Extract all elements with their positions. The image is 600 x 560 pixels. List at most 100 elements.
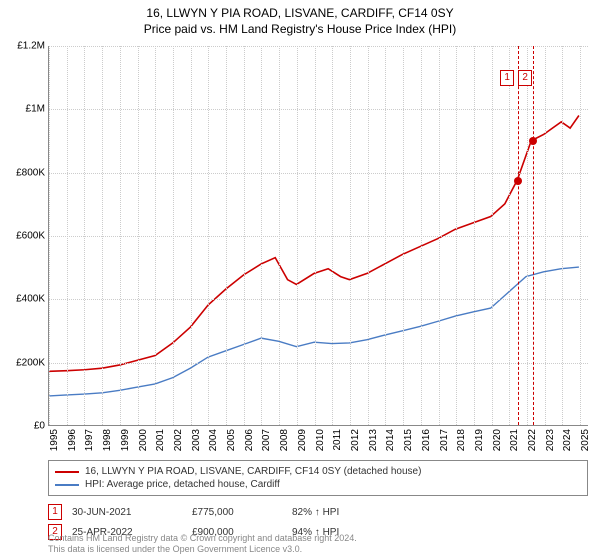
x-tick-label: 2009 [297,429,308,451]
sale-marker-line [533,46,534,425]
x-tick-label: 2008 [279,429,290,451]
v-gridline [84,46,85,425]
x-tick-label: 2011 [332,429,343,451]
v-gridline [385,46,386,425]
sale-row-date: 30-JUN-2021 [72,507,182,518]
x-tick-label: 2013 [368,429,379,451]
x-tick-label: 2001 [155,429,166,451]
sale-marker-box: 2 [518,70,532,86]
sale-row-price: £775,000 [192,507,282,518]
v-gridline [138,46,139,425]
chart-plot-area: £0£200K£400K£600K£800K£1M£1.2M1995199619… [48,46,588,426]
gridline [49,363,588,364]
footer-line1: Contains HM Land Registry data © Crown c… [48,533,357,545]
x-tick-label: 2022 [527,429,538,451]
footer-line2: This data is licensed under the Open Gov… [48,544,357,556]
x-tick-label: 2012 [350,429,361,451]
v-gridline [403,46,404,425]
sale-row: 1 30-JUN-2021 £775,000 82% ↑ HPI [48,502,588,522]
v-gridline [439,46,440,425]
x-tick-label: 2005 [226,429,237,451]
x-tick-label: 2003 [191,429,202,451]
x-tick-label: 1999 [120,429,131,451]
y-tick-label: £0 [34,421,45,432]
v-gridline [545,46,546,425]
x-tick-label: 2021 [509,429,520,451]
y-tick-label: £800K [16,167,45,178]
sale-marker-dot [514,177,522,185]
legend-row: 16, LLWYN Y PIA ROAD, LISVANE, CARDIFF, … [55,465,581,478]
x-tick-label: 2014 [385,429,396,451]
x-tick-label: 2018 [456,429,467,451]
y-tick-label: £1.2M [17,41,45,52]
v-gridline [492,46,493,425]
legend-box: 16, LLWYN Y PIA ROAD, LISVANE, CARDIFF, … [48,460,588,496]
gridline [49,173,588,174]
v-gridline [421,46,422,425]
x-tick-label: 2017 [439,429,450,451]
x-tick-label: 2020 [492,429,503,451]
v-gridline [155,46,156,425]
v-gridline [332,46,333,425]
sale-marker-box: 1 [500,70,514,86]
sale-row-pct: 82% ↑ HPI [292,507,382,518]
y-tick-label: £400K [16,294,45,305]
v-gridline [279,46,280,425]
v-gridline [173,46,174,425]
x-tick-label: 2000 [138,429,149,451]
v-gridline [67,46,68,425]
sale-row-num: 1 [48,504,62,520]
x-tick-label: 2016 [421,429,432,451]
legend-label: HPI: Average price, detached house, Card… [85,479,280,490]
v-gridline [562,46,563,425]
v-gridline [226,46,227,425]
x-tick-label: 1997 [84,429,95,451]
x-tick-label: 2025 [580,429,591,451]
v-gridline [191,46,192,425]
x-tick-label: 2004 [208,429,219,451]
x-tick-label: 2023 [545,429,556,451]
sale-marker-line [518,46,519,425]
gridline [49,236,588,237]
x-tick-label: 2006 [244,429,255,451]
v-gridline [297,46,298,425]
sale-marker-dot [529,137,537,145]
legend-label: 16, LLWYN Y PIA ROAD, LISVANE, CARDIFF, … [85,466,421,477]
v-gridline [527,46,528,425]
x-tick-label: 2019 [474,429,485,451]
x-tick-label: 1995 [49,429,60,451]
v-gridline [120,46,121,425]
y-tick-label: £200K [16,357,45,368]
chart-subtitle: Price paid vs. HM Land Registry's House … [0,22,600,36]
x-tick-label: 2010 [315,429,326,451]
v-gridline [350,46,351,425]
legend-area: 16, LLWYN Y PIA ROAD, LISVANE, CARDIFF, … [48,460,588,542]
v-gridline [49,46,50,425]
x-tick-label: 2024 [562,429,573,451]
v-gridline [456,46,457,425]
legend-row: HPI: Average price, detached house, Card… [55,478,581,491]
legend-swatch [55,484,79,486]
v-gridline [315,46,316,425]
x-tick-label: 1996 [67,429,78,451]
x-tick-label: 2002 [173,429,184,451]
legend-swatch [55,471,79,473]
v-gridline [368,46,369,425]
x-tick-label: 1998 [102,429,113,451]
gridline [49,299,588,300]
chart-title: 16, LLWYN Y PIA ROAD, LISVANE, CARDIFF, … [0,6,600,20]
v-gridline [244,46,245,425]
v-gridline [102,46,103,425]
gridline [49,109,588,110]
y-tick-label: £600K [16,231,45,242]
v-gridline [474,46,475,425]
x-tick-label: 2015 [403,429,414,451]
gridline [49,46,588,47]
y-tick-label: £1M [26,104,45,115]
footer-text: Contains HM Land Registry data © Crown c… [48,533,357,556]
v-gridline [261,46,262,425]
x-tick-label: 2007 [261,429,272,451]
v-gridline [208,46,209,425]
v-gridline [580,46,581,425]
v-gridline [509,46,510,425]
